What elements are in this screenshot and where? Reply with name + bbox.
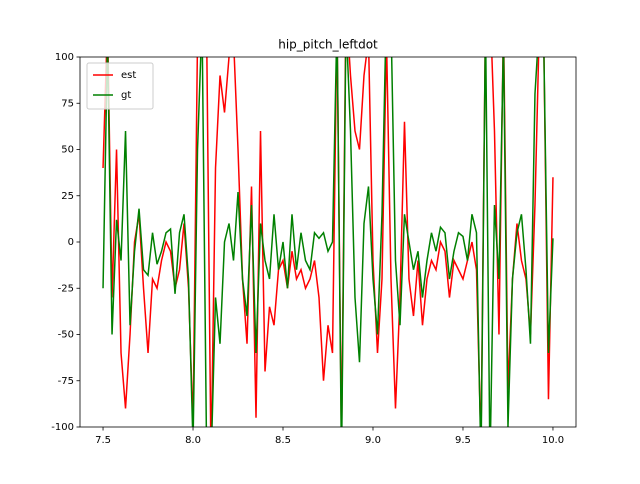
y-tick-label: 75 (61, 98, 74, 109)
y-tick-label: -25 (58, 283, 74, 294)
legend-label: est (121, 70, 136, 81)
y-tick-label: -100 (51, 422, 74, 433)
x-tick-label: 8.5 (275, 435, 291, 446)
y-tick-label: 25 (61, 191, 74, 202)
y-tick-label: 0 (68, 237, 74, 248)
chart-title: hip_pitch_leftdot (278, 38, 378, 52)
x-tick-label: 7.5 (95, 435, 111, 446)
plot-area (102, 57, 554, 427)
legend-label: gt (121, 90, 131, 101)
x-tick-label: 9.5 (455, 435, 471, 446)
x-tick-label: 10.0 (542, 435, 564, 446)
x-tick-label: 9.0 (365, 435, 381, 446)
series-line (102, 57, 554, 427)
y-tick-label: 50 (61, 145, 74, 156)
y-tick-label: -75 (58, 376, 74, 387)
legend-box (86, 62, 154, 110)
y-tick-label: -50 (58, 330, 74, 341)
y-tick-label: 100 (55, 52, 74, 63)
x-tick-label: 8.0 (185, 435, 201, 446)
